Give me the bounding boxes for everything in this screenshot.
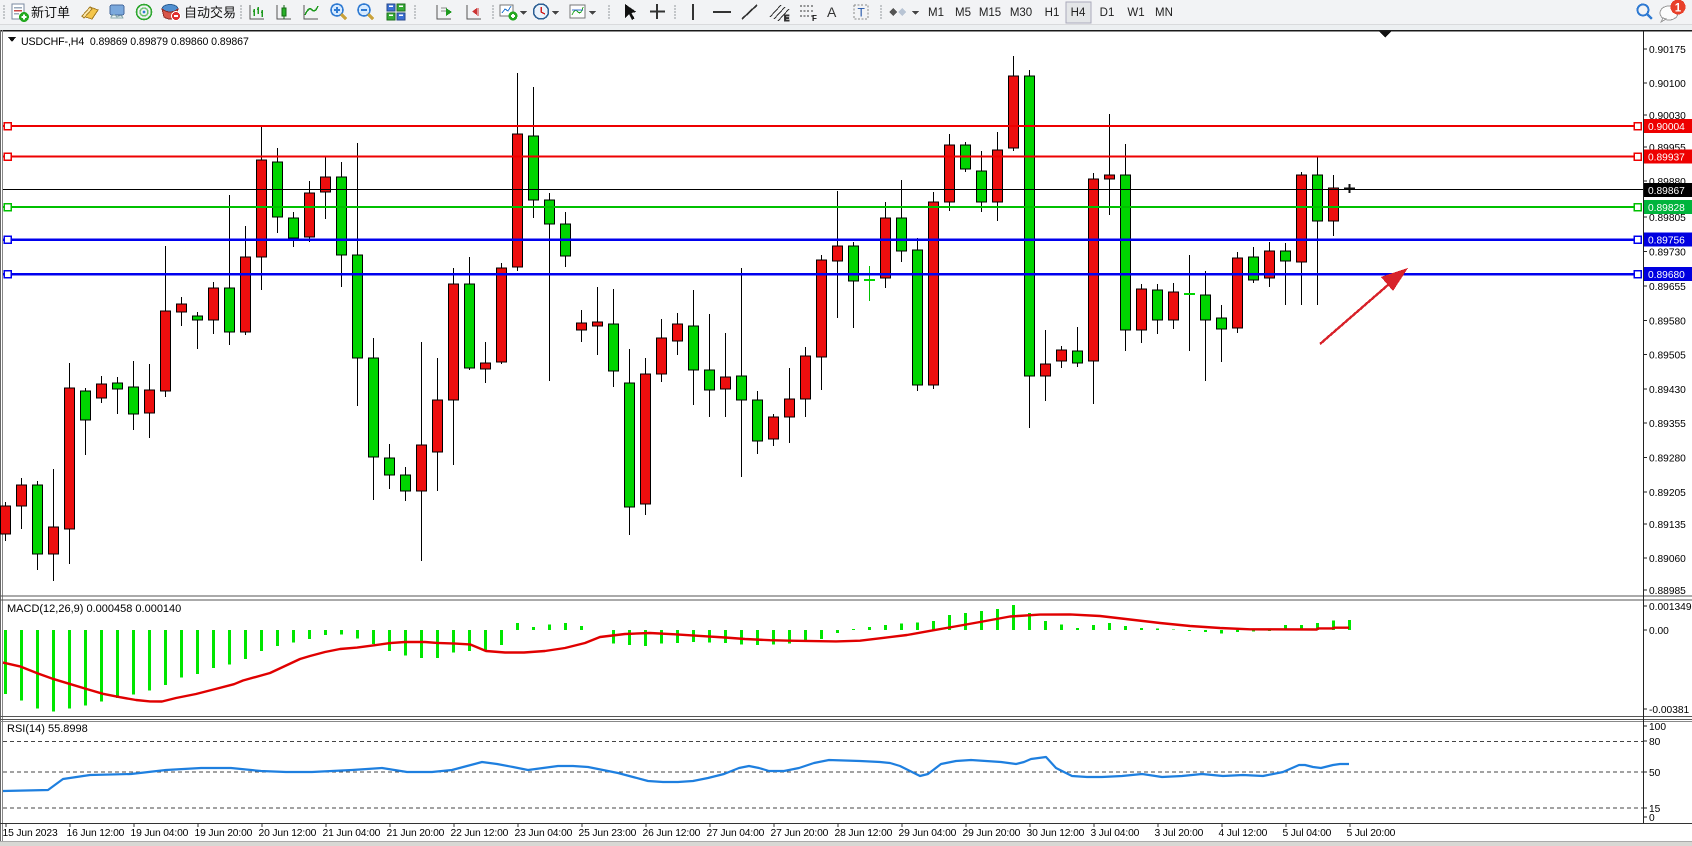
svg-text:0.89430: 0.89430 — [1649, 385, 1686, 396]
svg-text:0.001349: 0.001349 — [1649, 602, 1692, 613]
svg-text:25 Jun 23:00: 25 Jun 23:00 — [579, 828, 637, 839]
svg-text:0.89580: 0.89580 — [1649, 316, 1686, 327]
svg-text:M15: M15 — [979, 7, 1001, 19]
svg-text:A: A — [827, 4, 837, 20]
svg-text:新订单: 新订单 — [31, 5, 70, 20]
svg-text:5 Jul 20:00: 5 Jul 20:00 — [1347, 828, 1396, 839]
svg-text:0.89730: 0.89730 — [1649, 247, 1686, 258]
svg-text:0.89867: 0.89867 — [1648, 186, 1685, 197]
svg-text:0.89060: 0.89060 — [1649, 554, 1686, 565]
svg-text:29 Jun 20:00: 29 Jun 20:00 — [963, 828, 1021, 839]
svg-text:0.89655: 0.89655 — [1649, 282, 1686, 293]
svg-text:50: 50 — [1649, 768, 1661, 779]
svg-text:USDCHF-,H4 0.89869 0.89879 0.: USDCHF-,H4 0.89869 0.89879 0.89860 0.898… — [21, 36, 249, 48]
svg-text:0.89505: 0.89505 — [1649, 350, 1686, 361]
svg-text:M30: M30 — [1010, 7, 1032, 19]
svg-text:16 Jun 12:00: 16 Jun 12:00 — [67, 828, 125, 839]
svg-text:T: T — [858, 6, 866, 20]
svg-text:0.90175: 0.90175 — [1649, 45, 1686, 56]
svg-text:80: 80 — [1649, 737, 1661, 748]
svg-text:0.88985: 0.88985 — [1649, 586, 1686, 597]
svg-text:28 Jun 12:00: 28 Jun 12:00 — [835, 828, 893, 839]
svg-text:自动交易: 自动交易 — [184, 5, 236, 20]
svg-text:0.00: 0.00 — [1649, 626, 1669, 637]
svg-text:21 Jun 04:00: 21 Jun 04:00 — [323, 828, 381, 839]
svg-text:26 Jun 12:00: 26 Jun 12:00 — [643, 828, 701, 839]
svg-text:0.89756: 0.89756 — [1648, 235, 1685, 246]
svg-text:MACD(12,26,9) 0.000458 0.00014: MACD(12,26,9) 0.000458 0.000140 — [7, 603, 181, 615]
svg-text:19 Jun 20:00: 19 Jun 20:00 — [195, 828, 253, 839]
svg-text:0.90030: 0.90030 — [1649, 111, 1686, 122]
svg-text:27 Jun 04:00: 27 Jun 04:00 — [707, 828, 765, 839]
svg-text:19 Jun 04:00: 19 Jun 04:00 — [131, 828, 189, 839]
svg-text:0.89280: 0.89280 — [1649, 453, 1686, 464]
svg-text:0: 0 — [1649, 813, 1655, 824]
svg-text:29 Jun 04:00: 29 Jun 04:00 — [899, 828, 957, 839]
svg-text:3 Jul 20:00: 3 Jul 20:00 — [1155, 828, 1204, 839]
svg-text:RSI(14) 55.8998: RSI(14) 55.8998 — [7, 723, 88, 735]
svg-text:0.89828: 0.89828 — [1648, 203, 1685, 214]
svg-text:M1: M1 — [928, 7, 944, 19]
svg-text:0.89937: 0.89937 — [1648, 152, 1685, 163]
svg-text:5 Jul 04:00: 5 Jul 04:00 — [1283, 828, 1332, 839]
svg-text:23 Jun 04:00: 23 Jun 04:00 — [515, 828, 573, 839]
svg-text:M5: M5 — [955, 7, 971, 19]
svg-text:0.90100: 0.90100 — [1649, 79, 1686, 90]
svg-text:D1: D1 — [1100, 7, 1115, 19]
svg-text:15 Jun 2023: 15 Jun 2023 — [3, 828, 58, 839]
svg-text:22 Jun 12:00: 22 Jun 12:00 — [451, 828, 509, 839]
svg-text:0.89955: 0.89955 — [1649, 143, 1686, 154]
svg-text:0.89680: 0.89680 — [1648, 270, 1685, 281]
svg-text:H4: H4 — [1071, 7, 1086, 19]
svg-text:100: 100 — [1649, 722, 1666, 733]
svg-text:H1: H1 — [1045, 7, 1060, 19]
svg-text:MN: MN — [1155, 7, 1173, 19]
svg-text:1: 1 — [1675, 3, 1682, 15]
svg-text:W1: W1 — [1127, 7, 1144, 19]
svg-text:0.89135: 0.89135 — [1649, 520, 1686, 531]
svg-text:30 Jun 12:00: 30 Jun 12:00 — [1027, 828, 1085, 839]
svg-text:21 Jun 20:00: 21 Jun 20:00 — [387, 828, 445, 839]
svg-text:20 Jun 12:00: 20 Jun 12:00 — [259, 828, 317, 839]
svg-text:0.89205: 0.89205 — [1649, 488, 1686, 499]
svg-text:0.89805: 0.89805 — [1649, 213, 1686, 224]
svg-text:4 Jul 12:00: 4 Jul 12:00 — [1219, 828, 1268, 839]
svg-text:0.89880: 0.89880 — [1649, 177, 1686, 188]
svg-text:F: F — [812, 14, 817, 23]
svg-text:-0.00381: -0.00381 — [1649, 705, 1690, 716]
svg-text:E: E — [784, 14, 790, 23]
svg-text:27 Jun 20:00: 27 Jun 20:00 — [771, 828, 829, 839]
svg-text:0.89355: 0.89355 — [1649, 419, 1686, 430]
svg-text:15: 15 — [1649, 804, 1661, 815]
svg-text:0.90004: 0.90004 — [1648, 122, 1685, 133]
svg-text:3 Jul 04:00: 3 Jul 04:00 — [1091, 828, 1140, 839]
